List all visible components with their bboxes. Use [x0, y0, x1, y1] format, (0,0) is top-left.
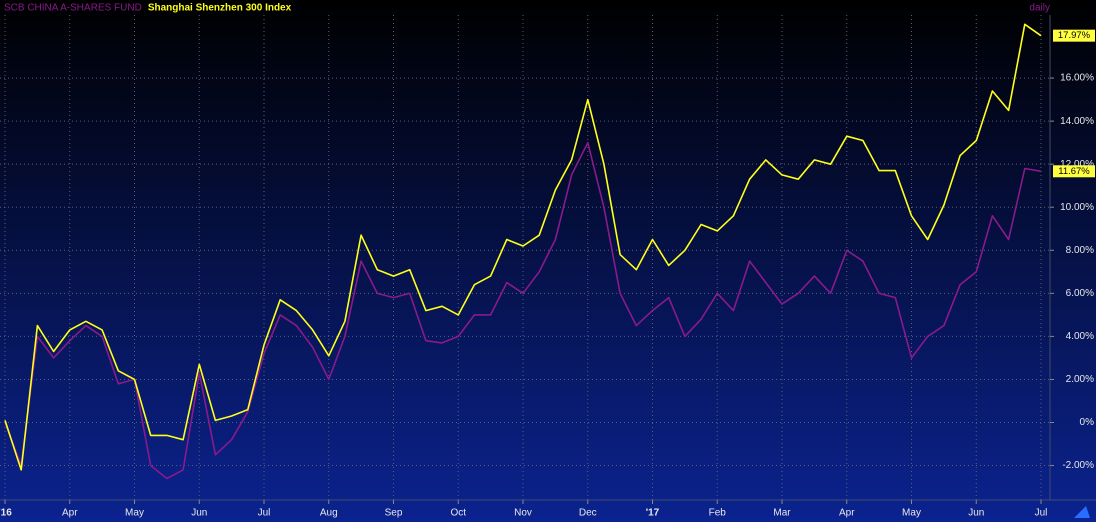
x-tick-label: Sep: [385, 508, 403, 519]
series-line: [4, 23, 1042, 471]
x-tick-label: Jul: [258, 508, 271, 519]
x-tick-label: Jun: [968, 508, 984, 519]
y-tick-label: 10.00%: [1060, 202, 1094, 213]
x-tick-label: Aug: [320, 508, 338, 519]
x-tick-label: '16: [0, 508, 12, 519]
y-tick-label: 4.00%: [1066, 331, 1094, 342]
last-value-label: 11.67%: [1058, 166, 1090, 177]
y-tick-label: 2.00%: [1066, 374, 1094, 385]
last-value-box: [1053, 165, 1095, 178]
y-tick-label: 6.00%: [1066, 288, 1094, 299]
x-tick-label: Apr: [839, 508, 855, 519]
y-tick-label: 12.00%: [1060, 159, 1094, 170]
legend-entry: SCB CHINA A-SHARES FUND: [4, 3, 142, 14]
y-tick-label: -2.00%: [1062, 460, 1094, 471]
y-tick-label: 0%: [1080, 417, 1095, 428]
x-tick-label: Nov: [514, 508, 532, 519]
x-tick-label: May: [902, 508, 921, 519]
x-tick-label: Jul: [1035, 508, 1048, 519]
x-tick-label: Oct: [450, 508, 466, 519]
x-tick-label: Mar: [773, 508, 791, 519]
x-tick-label: May: [125, 508, 144, 519]
x-tick-label: Dec: [579, 508, 597, 519]
x-tick-label: Apr: [62, 508, 78, 519]
y-tick-label: 16.00%: [1060, 73, 1094, 84]
period-label: daily: [1029, 3, 1050, 14]
x-tick-label: '17: [646, 508, 660, 519]
corner-icon: [1074, 506, 1090, 518]
last-value-box: [1053, 29, 1095, 42]
last-value-label: 17.97%: [1058, 30, 1091, 41]
x-tick-label: Jun: [191, 508, 207, 519]
x-tick-label: Feb: [709, 508, 727, 519]
y-tick-label: 8.00%: [1066, 245, 1094, 256]
y-tick-label: 14.00%: [1060, 116, 1094, 127]
series-line: [4, 141, 1042, 480]
legend-entry: Shanghai Shenzhen 300 Index: [148, 3, 292, 14]
